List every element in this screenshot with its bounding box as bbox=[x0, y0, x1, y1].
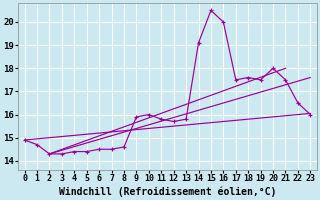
X-axis label: Windchill (Refroidissement éolien,°C): Windchill (Refroidissement éolien,°C) bbox=[59, 186, 276, 197]
